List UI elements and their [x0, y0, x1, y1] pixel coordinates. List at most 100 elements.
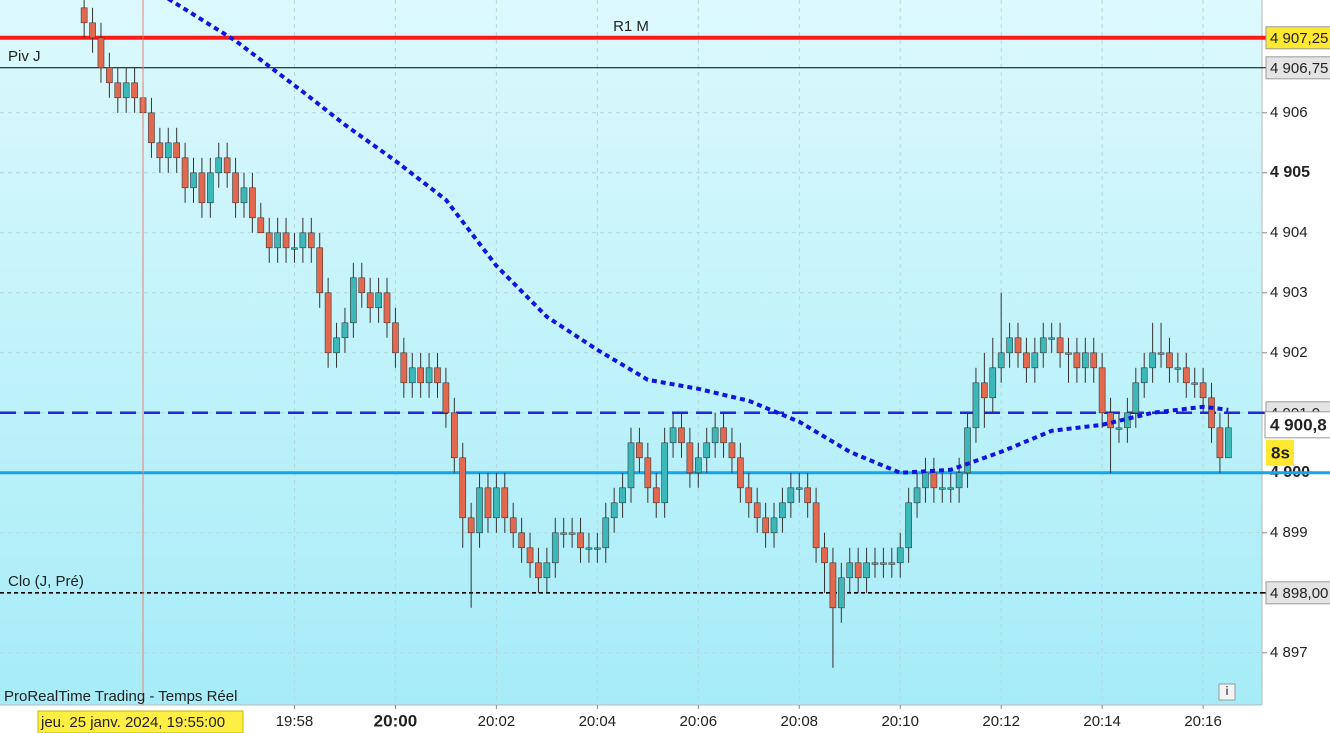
candle-body — [1115, 427, 1123, 430]
candle-body — [846, 562, 854, 579]
candle-body — [333, 337, 340, 354]
candle-body — [265, 232, 273, 249]
candle-body — [981, 382, 988, 399]
candle-body — [905, 502, 912, 549]
candle-body — [375, 292, 382, 309]
candle-body — [1174, 367, 1182, 370]
candle-body — [972, 382, 980, 429]
x-tick-label: 20:14 — [1083, 713, 1121, 730]
candle-body — [1140, 367, 1148, 384]
x-tick-label: 19:58 — [276, 713, 314, 730]
price-tag-label: 4 906,75 — [1270, 60, 1328, 77]
candle-body — [863, 562, 870, 579]
candle-body — [686, 442, 694, 474]
candle-body — [316, 247, 324, 294]
candle-body — [1006, 337, 1013, 354]
candle-body — [274, 232, 281, 249]
candle-body — [1048, 337, 1055, 340]
candle-body — [1023, 352, 1030, 369]
candle-body — [1073, 352, 1081, 369]
footer: ProRealTime Trading - Temps Réel — [4, 688, 237, 705]
candle-body — [938, 487, 946, 490]
candle-body — [1182, 367, 1190, 384]
candle-body — [829, 562, 837, 609]
candle-body — [291, 247, 298, 250]
x-tick-label: 20:10 — [881, 713, 919, 730]
overlay — [142, 0, 1229, 705]
cursor-label: jeu. 25 janv. 2024, 19:55:00 — [40, 714, 225, 731]
candle-body — [1199, 382, 1207, 399]
y-tick-label: 4 903 — [1270, 284, 1308, 301]
candle-body — [425, 367, 433, 384]
x-tick-label: 20:00 — [374, 711, 417, 730]
candle-body — [467, 517, 475, 534]
candle-body — [156, 142, 164, 159]
candle-body — [1216, 427, 1224, 459]
price-tag-label: 4 907,25 — [1270, 30, 1328, 47]
candle-body — [249, 187, 256, 219]
candle-body — [543, 562, 551, 579]
candle-body — [787, 487, 795, 504]
candle-body — [804, 487, 812, 504]
candle-body — [122, 82, 130, 99]
level-name: Piv J — [8, 48, 41, 65]
candle-body — [838, 577, 845, 609]
candle-body — [922, 472, 929, 489]
candle-body — [434, 367, 441, 384]
candle-body — [501, 487, 509, 519]
y-tick-label: 4 904 — [1270, 224, 1308, 241]
candle-body — [198, 172, 206, 204]
candle-body — [896, 547, 904, 564]
level-name: R1 M — [613, 18, 649, 35]
candle-body — [753, 502, 761, 519]
candle-body — [257, 217, 265, 234]
candle-body — [711, 427, 719, 444]
candle-body — [80, 7, 88, 24]
candle-body — [324, 292, 332, 354]
candle-body — [459, 457, 467, 519]
y-tick-label: 4 899 — [1270, 524, 1308, 541]
candle-body — [1132, 382, 1140, 414]
countdown-box — [1266, 439, 1294, 466]
candle-body — [568, 532, 576, 535]
y-tick-label: 4 906 — [1270, 104, 1308, 121]
candle-body — [728, 442, 736, 459]
cursor-label-box — [37, 710, 244, 733]
level-name: Clo (J, Pré) — [8, 573, 84, 590]
candle-body — [560, 532, 568, 535]
price-tag — [1265, 56, 1330, 80]
candle-body — [577, 532, 584, 549]
info-button[interactable] — [1218, 683, 1236, 701]
candle-body — [1166, 352, 1173, 369]
candle-body — [610, 502, 618, 519]
candle-body — [1149, 352, 1156, 369]
candle-body — [1225, 427, 1232, 459]
candle-body — [551, 532, 559, 564]
candle-body — [1157, 352, 1165, 355]
x-tick-label: 20:08 — [780, 713, 818, 730]
candle-body — [947, 487, 955, 490]
price-tag-label: 4 898,00 — [1270, 585, 1328, 602]
candle-body — [400, 352, 408, 384]
candle-body — [341, 322, 349, 339]
candle-body — [652, 487, 660, 504]
x-tick-label: 20:12 — [982, 713, 1020, 730]
candle-body — [392, 322, 399, 354]
info-icon: i — [1225, 684, 1228, 698]
candle-body — [669, 427, 677, 444]
candle-body — [493, 487, 500, 519]
candle-body — [207, 172, 214, 204]
candle-body — [215, 157, 223, 174]
candle-body — [627, 442, 635, 489]
x-tick-label: 20:16 — [1184, 713, 1222, 730]
current-price-label: 4 900,8 — [1270, 415, 1327, 434]
price-axis — [1262, 0, 1330, 733]
candle-body — [1208, 397, 1215, 429]
candle-body — [223, 157, 231, 174]
candle-body — [1031, 352, 1039, 369]
candle-body — [821, 547, 828, 564]
candle-body — [307, 232, 315, 249]
candle-body — [812, 502, 820, 549]
